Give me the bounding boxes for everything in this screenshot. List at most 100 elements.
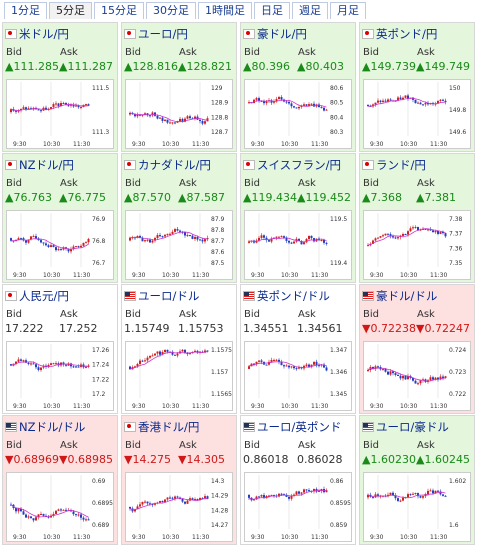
candle [161, 117, 164, 121]
candle [298, 106, 300, 109]
mini-chart[interactable]: 1.1575 1.157 1.1565 9:30 10:30 11:30 [125, 341, 233, 411]
rate-tile[interactable]: ランド/円 Bid Ask ▲7.368 ▲7.381 7.38 7.37 7.36 7.35 9… [359, 153, 475, 283]
pair-title[interactable]: 人民元/円 [5, 289, 69, 303]
mini-chart[interactable]: 119.5 119.4 9:30 10:30 11:30 [244, 210, 352, 280]
rate-tile[interactable]: NZドル/ドル Bid Ask ▼0.68969 ▼0.68985 0.69 0.6895 0… [2, 415, 118, 545]
mini-chart[interactable]: 0.69 0.6895 0.689 9:30 10:30 11:30 [6, 472, 114, 542]
pair-name[interactable]: ユーロ/英ポンド [257, 420, 342, 434]
pair-name[interactable]: 英ポンド/円 [376, 27, 438, 41]
ask-value: 1.34561 [297, 322, 343, 335]
candle [181, 231, 184, 233]
pair-name[interactable]: ユーロ/円 [138, 27, 188, 41]
candle [372, 496, 374, 498]
mini-chart[interactable]: 111.5 111.3 9:30 10:30 11:30 [6, 79, 114, 149]
pair-name[interactable]: NZドル/円 [19, 158, 74, 172]
pair-name[interactable]: 豪ドル/円 [257, 27, 307, 41]
us-flag-icon [5, 422, 17, 432]
rate-tile[interactable]: 豪ドル/ドル Bid Ask ▼0.72238 ▼0.72247 0.724 0.723 0.… [359, 284, 475, 414]
pair-name[interactable]: カナダドル/円 [138, 158, 211, 172]
tab-2[interactable]: 15分足 [94, 1, 144, 19]
rate-tile[interactable]: ユーロ/ドル Bid Ask 1.15749 1.15753 1.1575 1.157 1.1… [121, 284, 237, 414]
tab-0[interactable]: 1分足 [4, 1, 47, 19]
timeframe-tabs: 1分足 5分足 15分足 30分足 1時間足 日足 週足 月足 [0, 0, 480, 20]
candle [171, 122, 174, 124]
tab-1[interactable]: 5分足 [49, 1, 92, 19]
mini-chart[interactable]: 7.38 7.37 7.36 7.35 9:30 10:30 11:30 [363, 210, 471, 280]
pair-name[interactable]: NZドル/ドル [19, 420, 86, 434]
candle [404, 95, 407, 98]
pair-name[interactable]: ユーロ/豪ドル [376, 420, 449, 434]
rate-tile[interactable]: 豪ドル/円 Bid Ask ▲80.396 ▲80.403 80.6 80.5 80.4 80.… [240, 22, 356, 152]
candle [191, 498, 194, 500]
candle [17, 110, 20, 112]
pair-title[interactable]: 豪ドル/円 [243, 27, 307, 41]
mini-chart[interactable]: 150 149.8 149.6 9:30 10:30 11:30 [363, 79, 471, 149]
mini-chart[interactable]: 80.6 80.5 80.4 80.3 9:30 10:30 11:30 [244, 79, 352, 149]
mini-chart[interactable]: 0.86 0.8595 0.859 9:30 10:30 11:30 [244, 472, 352, 542]
x-tick-label: 10:30 [162, 403, 179, 410]
rate-tile[interactable]: 米ドル/円 Bid Ask ▲111.285 ▲111.287 111.5 111.3 9:3… [2, 22, 118, 152]
mini-chart[interactable]: 14.3 14.29 14.28 14.27 9:30 10:30 11:30 [125, 472, 233, 542]
x-tick-label: 11:30 [311, 403, 328, 410]
candle [151, 504, 154, 506]
mini-chart[interactable]: 0.724 0.723 0.722 9:30 10:30 11:30 [363, 341, 471, 411]
pair-title[interactable]: 米ドル/円 [5, 27, 69, 41]
candle [387, 233, 389, 235]
mini-chart[interactable]: 87.9 87.8 87.7 87.6 87.5 9:30 10:30 11:30 [125, 210, 233, 280]
pair-name[interactable]: ユーロ/ドル [138, 289, 200, 303]
pair-title[interactable]: ランド/円 [362, 158, 426, 172]
pair-title[interactable]: 香港ドル/円 [124, 420, 199, 434]
rate-tile[interactable]: スイスフラン/円 Bid Ask ▲119.434 ▲119.452 119.5 119.4… [240, 153, 356, 283]
y-tick-label: 1.157 [211, 369, 228, 376]
tab-4[interactable]: 1時間足 [198, 1, 252, 19]
rate-tile[interactable]: 香港ドル/円 Bid Ask ▼14.275 ▼14.305 14.3 14.29 14.28… [121, 415, 237, 545]
candle [258, 496, 260, 498]
pair-title[interactable]: ユーロ/英ポンド [243, 420, 341, 434]
rate-tile[interactable]: 人民元/円 Bid Ask 17.222 17.252 17.26 17.24 17.22 17… [2, 284, 118, 414]
mini-chart[interactable]: 76.9 76.8 76.7 9:30 10:30 11:30 [6, 210, 114, 280]
rate-tile[interactable]: 英ポンド/円 Bid Ask ▲149.739 ▲149.749 150 149.8 149.… [359, 22, 475, 152]
candle [295, 368, 298, 370]
pair-title[interactable]: ユーロ/豪ドル [362, 420, 449, 434]
rate-tile[interactable]: カナダドル/円 Bid Ask ▲87.570 ▲87.587 87.9 87.8 87.7 8… [121, 153, 237, 283]
mini-chart[interactable]: 17.26 17.24 17.22 17.2 9:30 10:30 11:30 [6, 341, 114, 411]
rate-tile[interactable]: ユーロ/円 Bid Ask ▲128.816 ▲128.821 129 128.9 128.8… [121, 22, 237, 152]
pair-name[interactable]: 香港ドル/円 [138, 420, 200, 434]
candle [419, 496, 422, 498]
mini-chart[interactable]: 1.602 1.6 9:30 10:30 11:30 [363, 472, 471, 542]
pair-title[interactable]: ユーロ/円 [124, 27, 188, 41]
mini-chart[interactable]: 1.347 1.346 1.345 9:30 10:30 11:30 [244, 341, 352, 411]
pair-name[interactable]: 豪ドル/ドル [376, 289, 438, 303]
candle [35, 517, 37, 521]
pair-title[interactable]: 英ポンド/円 [362, 27, 437, 41]
pair-title[interactable]: カナダドル/円 [124, 158, 211, 172]
pair-name[interactable]: 米ドル/円 [19, 27, 69, 41]
tab-6[interactable]: 週足 [292, 1, 328, 19]
pair-name[interactable]: 人民元/円 [19, 289, 69, 303]
y-tick-label: 0.6895 [92, 500, 113, 507]
tab-7[interactable]: 月足 [330, 1, 366, 19]
rate-tile[interactable]: 英ポンド/ドル Bid Ask 1.34551 1.34561 1.347 1.346 1.3… [240, 284, 356, 414]
rate-tile[interactable]: NZドル/円 Bid Ask ▲76.763 ▲76.775 76.9 76.8 76.7 9:… [2, 153, 118, 283]
rate-tile[interactable]: ユーロ/豪ドル Bid Ask ▲1.60230 ▲1.60245 1.602 1.6 9:3… [359, 415, 475, 545]
pair-title[interactable]: 豪ドル/ドル [362, 289, 437, 303]
candle [382, 368, 384, 370]
rate-tile[interactable]: ユーロ/英ポンド Bid Ask 0.86018 0.86028 0.86 0.8595 0.… [240, 415, 356, 545]
pair-title[interactable]: NZドル/ドル [5, 420, 85, 434]
x-tick-label: 10:30 [400, 272, 417, 279]
pair-name[interactable]: スイスフラン/円 [257, 158, 342, 172]
pair-name[interactable]: ランド/円 [376, 158, 426, 172]
tab-3[interactable]: 30分足 [146, 1, 196, 19]
candle [270, 238, 273, 242]
pair-title[interactable]: スイスフラン/円 [243, 158, 341, 172]
pair-title[interactable]: ユーロ/ドル [124, 289, 199, 303]
mini-chart[interactable]: 129 128.9 128.8 128.7 9:30 10:30 11:30 [125, 79, 233, 149]
candle [442, 494, 444, 496]
pair-title[interactable]: NZドル/円 [5, 158, 74, 172]
candle [417, 102, 419, 104]
tab-5[interactable]: 日足 [254, 1, 290, 19]
pair-title[interactable]: 英ポンド/ドル [243, 289, 330, 303]
pair-name[interactable]: 英ポンド/ドル [257, 289, 330, 303]
candle [288, 101, 290, 104]
candle [171, 497, 174, 499]
